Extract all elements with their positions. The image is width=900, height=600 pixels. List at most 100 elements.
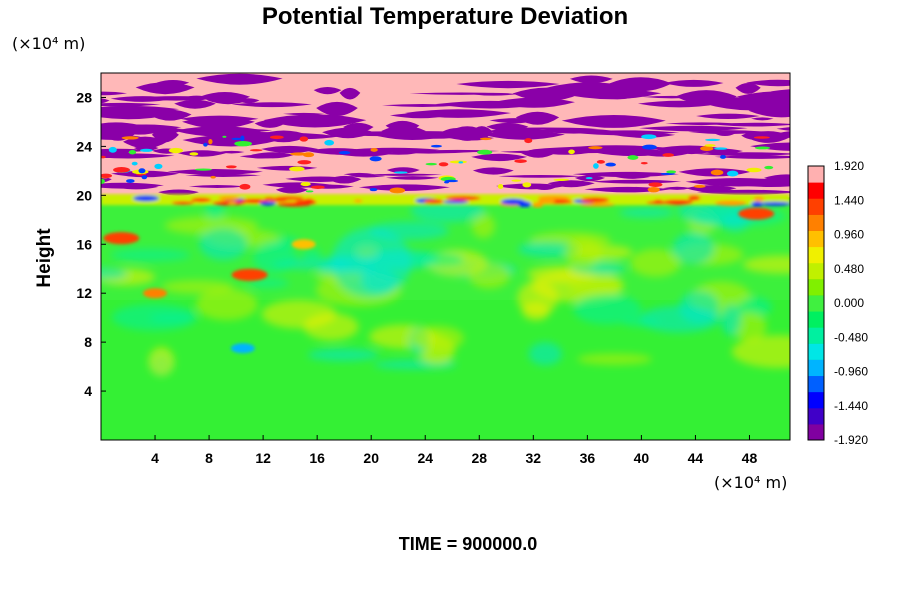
x-tick-label: 48: [742, 450, 758, 466]
x-axis-ticks: 4 8 12 16 20 24 28 32 36 40 44 48: [151, 435, 757, 466]
colorbar-segment: [808, 278, 824, 296]
tropopause-cell: [303, 198, 314, 204]
stratosphere-speckle: [231, 137, 242, 140]
colorbar-segment: [808, 423, 824, 441]
tropospheric-eddy: [302, 248, 322, 261]
y-tick-label: 8: [84, 334, 92, 350]
tropospheric-eddy: [577, 353, 653, 365]
stratosphere-speckle: [648, 182, 663, 187]
tropopause-cell: [353, 199, 363, 203]
tropospheric-eddy: [564, 237, 603, 269]
stratosphere-speckle: [746, 167, 762, 173]
tropopause-cell: [423, 199, 444, 204]
tropospheric-eddy: [468, 262, 510, 289]
anomaly-cell: [231, 268, 268, 281]
colorbar-tick-label: -0.960: [834, 365, 868, 379]
stratosphere-cold-layer: [183, 91, 790, 111]
tropospheric-eddy: [471, 213, 496, 239]
stratosphere-speckle: [126, 179, 135, 183]
stratosphere-speckle: [444, 179, 459, 183]
tropospheric-eddy: [110, 248, 191, 262]
stratosphere-speckle: [641, 134, 657, 140]
colorbar-segment: [808, 262, 824, 280]
x-tick-label: 24: [417, 450, 433, 466]
stratosphere-speckle: [522, 182, 532, 188]
tropopause-cell: [580, 197, 610, 203]
stratosphere-cold-layer: [546, 79, 790, 95]
y-axis-label: Height: [34, 228, 55, 288]
tropospheric-eddy: [148, 346, 175, 377]
tropospheric-eddy: [720, 303, 742, 336]
colorbar-tick-label: 1.440: [834, 193, 864, 207]
tropospheric-eddy: [517, 241, 579, 258]
stratosphere-speckle: [662, 153, 675, 157]
troposphere-eddies: [101, 196, 790, 377]
stratosphere-speckle: [700, 145, 714, 152]
stratosphere-speckle: [430, 144, 443, 148]
colorbar-tick-label: 0.960: [834, 228, 864, 242]
tropopause-cell: [688, 195, 701, 201]
colorbar-segment: [808, 294, 824, 312]
colorbar: 1.920 1.440 0.960 0.480 0.000 -0.480 -0.960 -1.…: [807, 159, 868, 447]
stratosphere-speckle: [222, 135, 227, 138]
tropopause-band: [101, 194, 790, 208]
tropopause-cell: [277, 202, 312, 207]
stratosphere-cold-layer: [101, 95, 702, 108]
stratosphere-speckle: [189, 152, 199, 156]
y-axis-unit: (×10⁴ m): [12, 34, 85, 53]
tropospheric-eddy: [101, 267, 128, 281]
stratosphere-speckle: [553, 178, 570, 181]
stratosphere-speckle: [524, 138, 533, 144]
stratosphere-cold-layer: [101, 122, 790, 140]
colorbar-segment: [808, 230, 824, 248]
stratosphere-speckle: [593, 163, 599, 169]
stratosphere-speckle: [239, 183, 251, 190]
stratosphere-speckle: [666, 170, 677, 174]
colorbar-segment: [808, 166, 824, 183]
tropospheric-eddy: [199, 227, 248, 261]
tropospheric-eddy: [149, 313, 193, 323]
stratosphere-speckle: [370, 148, 378, 152]
stratosphere-speckle: [141, 175, 148, 180]
stratosphere-speckle: [627, 155, 639, 160]
stratosphere-cold-layer: [101, 125, 565, 141]
y-tick-label: 24: [76, 138, 92, 154]
stratosphere-speckle: [131, 161, 138, 166]
tropospheric-eddy: [303, 312, 359, 341]
stratosphere-speckle: [128, 150, 137, 155]
anomaly-cell: [291, 239, 316, 250]
stratosphere-speckle: [710, 169, 724, 176]
colorbar-segment: [808, 407, 824, 425]
stratosphere-cold-layer: [101, 178, 790, 193]
stratosphere-speckle: [514, 159, 527, 163]
tropopause-cell: [259, 201, 276, 206]
tropopause-cell: [191, 197, 212, 203]
tropopause-cell: [723, 202, 744, 206]
x-tick-label: 8: [205, 450, 213, 466]
stratosphere-speckle: [438, 162, 449, 167]
stratosphere-speckle: [138, 168, 146, 174]
stratosphere-speckle: [479, 137, 492, 141]
stratosphere-speckle: [369, 156, 382, 162]
tropospheric-eddy: [568, 278, 620, 295]
stratosphere-speckle: [300, 182, 311, 187]
stratosphere-speckle: [714, 147, 728, 150]
stratosphere-speckle: [297, 160, 312, 165]
chart-title: Potential Temperature Deviation: [262, 3, 628, 30]
stratosphere-cold-layer: [313, 86, 790, 105]
tropopause-cell: [759, 201, 790, 206]
tropospheric-eddy: [731, 335, 790, 368]
x-tick-label: 40: [634, 450, 650, 466]
stratosphere-speckle: [640, 161, 648, 165]
anomaly-cell: [738, 207, 775, 220]
tropospheric-eddy: [307, 348, 379, 362]
tropospheric-eddy: [247, 277, 289, 289]
stratosphere-speckle: [753, 136, 770, 139]
stratosphere-speckle: [596, 160, 605, 164]
stratosphere-speckle: [394, 171, 408, 174]
stratosphere-speckle: [305, 190, 314, 193]
stratosphere-speckle: [101, 155, 106, 159]
y-tick-label: 28: [76, 89, 92, 105]
tropospheric-eddy: [737, 297, 773, 317]
stratosphere-speckle: [511, 179, 522, 182]
